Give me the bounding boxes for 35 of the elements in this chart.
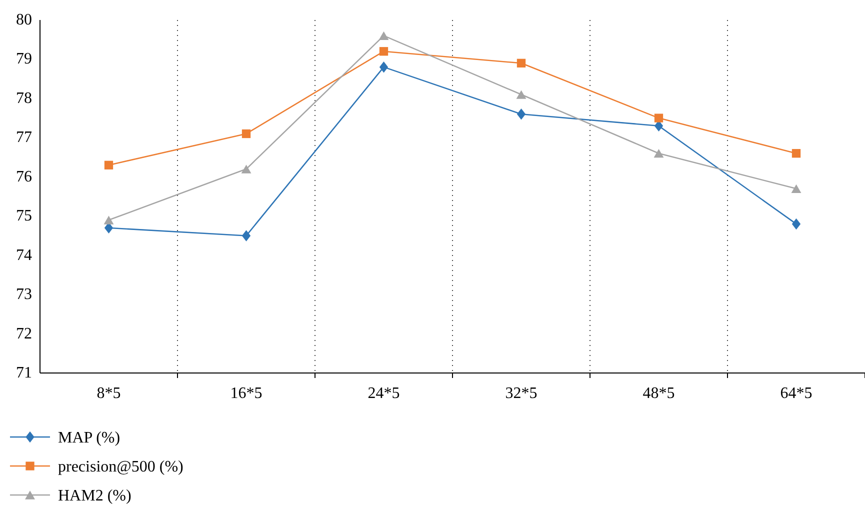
y-tick-label: 79	[16, 50, 32, 68]
legend-label: precision@500 (%)	[58, 458, 184, 476]
point	[654, 114, 664, 122]
point	[792, 149, 801, 158]
y-tick-label: 80	[16, 12, 32, 28]
point	[242, 230, 251, 242]
x-tick-label: 24*5	[368, 385, 400, 402]
y-tick-label: 74	[16, 246, 32, 264]
y-tick-label: 75	[16, 208, 32, 225]
x-tick-label: 16*5	[230, 385, 262, 402]
x-tick-label: 64*5	[780, 385, 812, 402]
point	[379, 47, 388, 56]
point	[379, 61, 388, 73]
point	[104, 216, 114, 224]
point	[654, 149, 664, 158]
point	[791, 184, 802, 193]
legend-label: MAP (%)	[58, 430, 120, 447]
point	[516, 58, 526, 68]
y-tick-label: 77	[16, 129, 32, 146]
y-tick-label: 78	[16, 90, 32, 107]
point	[378, 31, 389, 40]
point	[241, 164, 252, 174]
x-tick-label: 8*5	[96, 385, 121, 402]
x-tick-label: 48*5	[642, 385, 675, 402]
point	[516, 108, 526, 120]
point	[242, 129, 251, 138]
y-tick-label: 72	[16, 325, 32, 342]
point	[516, 90, 526, 99]
y-tick-label: 76	[16, 168, 32, 186]
y-tick-label: 71	[16, 364, 32, 382]
point	[104, 160, 114, 170]
legend-label: HAM2 (%)	[58, 488, 132, 505]
x-tick-label: 32*5	[505, 385, 538, 402]
y-tick-label: 73	[16, 286, 32, 304]
point	[792, 218, 801, 230]
